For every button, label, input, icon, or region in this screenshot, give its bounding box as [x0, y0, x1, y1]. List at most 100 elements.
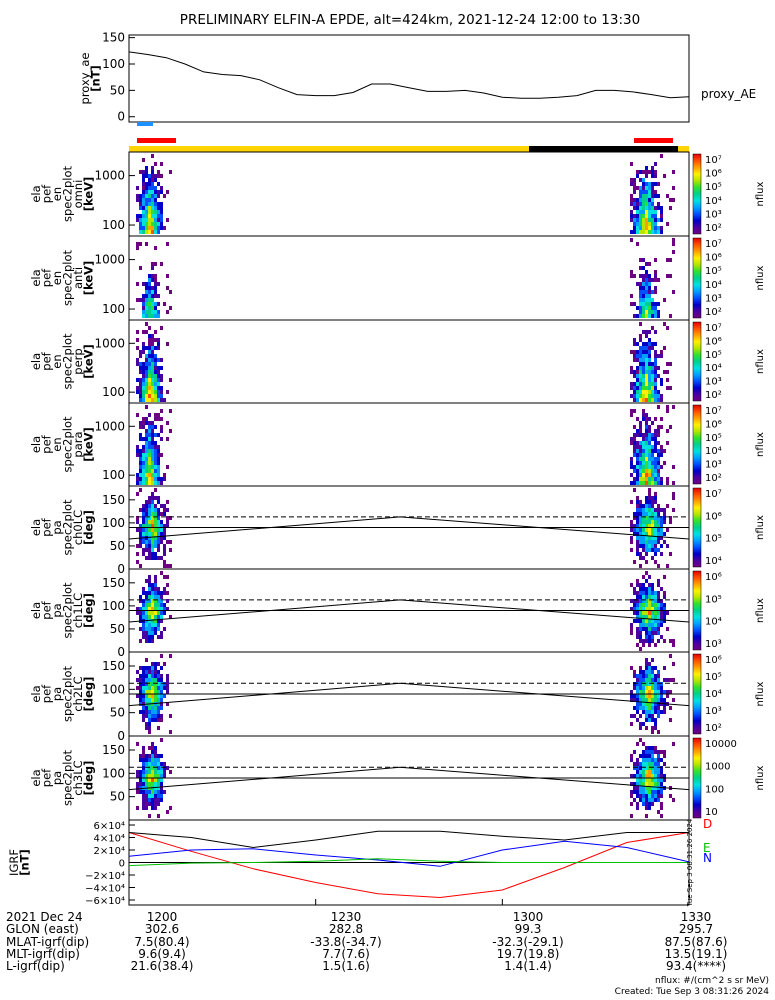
spectrogram-cell [148, 214, 151, 218]
footer-row-label: MLAT-igrf(dip) [6, 934, 90, 949]
spectrogram-cell [633, 425, 636, 429]
spectrogram-cell [142, 374, 145, 378]
spectrogram-cell [648, 575, 651, 579]
spectrogram-cell [645, 774, 648, 778]
spectrogram-cell [633, 394, 636, 398]
spectrogram-cell [633, 465, 636, 469]
spectrogram-cell [666, 627, 669, 631]
spectrogram-cell [642, 762, 645, 766]
spectrogram-cell [645, 512, 648, 516]
spectrogram-cell [666, 611, 669, 615]
spectrogram-cell [660, 758, 663, 762]
spectrogram-cell [160, 603, 163, 607]
spectrogram-cell [636, 350, 639, 354]
spectrogram-cell [642, 798, 645, 802]
spectrogram-cell [648, 330, 651, 334]
spectrogram-cell [639, 370, 642, 374]
spectrogram-cell [154, 528, 157, 532]
spectrogram-cell [666, 258, 669, 262]
spectrogram-cell [642, 627, 645, 631]
spectrogram-cell [148, 302, 151, 306]
spectrogram-cell [639, 206, 642, 210]
spectrogram-cell [163, 766, 166, 770]
spectrogram-cell [654, 302, 657, 306]
y-tick-label: 100 [102, 385, 125, 399]
y-axis-label-igrf: IGRF[nT] [7, 849, 32, 876]
spectrogram-cell [660, 210, 663, 214]
y-axis-label-line: [deg] [81, 677, 95, 712]
spectrogram-cell [163, 686, 166, 690]
spectrogram-cell [136, 770, 139, 774]
spectrogram-cell [651, 386, 654, 390]
spectrogram-cell [633, 611, 636, 615]
spectrogram-cell [136, 218, 139, 222]
spectrogram-cell [654, 390, 657, 394]
spectrogram-cell [142, 182, 145, 186]
spectrogram-cell [169, 516, 172, 520]
spectrogram-cell [142, 202, 145, 206]
y-axis-label-line: [deg] [81, 761, 95, 796]
spectrogram-cell [648, 488, 651, 492]
colorbar-tick-label: 10⁴ [705, 689, 722, 700]
spectrogram-cell [636, 445, 639, 449]
y-axis-label-line: spec2plot [60, 416, 74, 473]
spectrogram-cell [639, 226, 642, 230]
spectrogram-cell [633, 798, 636, 802]
spectrogram-cell [642, 603, 645, 607]
spectrogram-cell [642, 619, 645, 623]
spectrogram-cell [669, 706, 672, 710]
spectrogram-cell [645, 306, 648, 310]
spectrogram-cell [148, 425, 151, 429]
spectrogram-cell [651, 166, 654, 170]
spectrogram-cell [169, 429, 172, 433]
spectrogram-cell [630, 690, 633, 694]
spectrogram-cell [630, 294, 633, 298]
spectrogram-cell [145, 226, 148, 230]
spectrogram-cell [633, 670, 636, 674]
spectrogram-cell [145, 354, 148, 358]
spectrogram-cell [642, 802, 645, 806]
spectrogram-cell [669, 690, 672, 694]
spectrogram-cell [654, 342, 657, 346]
spectrogram-cell [157, 433, 160, 437]
spectrogram-cell [148, 627, 151, 631]
colorbar-tick-label: 10⁵ [705, 182, 722, 193]
spectrogram-cell [636, 202, 639, 206]
spectrogram-cell [151, 218, 154, 222]
spectrogram-cell [151, 437, 154, 441]
spectrogram-cell [657, 607, 660, 611]
spectrogram-cell [151, 544, 154, 548]
spectrogram-cell [645, 714, 648, 718]
spectrogram-cell [142, 370, 145, 374]
spectrogram-cell [154, 678, 157, 682]
spectrogram-cell [654, 274, 657, 278]
spectrogram-cell [633, 790, 636, 794]
colorbar-tick-label: 10000 [705, 739, 737, 750]
spectrogram-cell [645, 790, 648, 794]
spectrogram-cell [136, 492, 139, 496]
spectrogram-cell [660, 382, 663, 386]
spectrogram-cell [151, 635, 154, 639]
spectrogram-cell [154, 583, 157, 587]
spectrogram-cell [633, 599, 636, 603]
spectrogram-cell [636, 198, 639, 202]
spectrogram-cell [645, 366, 648, 370]
spectrogram-cell [148, 294, 151, 298]
spectrogram-cell [142, 230, 145, 234]
colorbar-tick-label: 1000 [705, 762, 730, 773]
spectrogram-cell [642, 202, 645, 206]
spectrogram-cell [639, 690, 642, 694]
spectrogram-cell [660, 782, 663, 786]
spectrogram-cell [654, 350, 657, 354]
spectrogram-cell [142, 342, 145, 346]
spectrogram-cell [630, 409, 633, 413]
spectrogram-cell [148, 758, 151, 762]
spectrogram-cell [145, 294, 148, 298]
spectrogram-cell [142, 770, 145, 774]
y-axis-label-proxy-ae: proxy_ae[nT] [78, 53, 103, 105]
spectrogram-cell [145, 286, 148, 290]
spectrogram-cell [669, 639, 672, 643]
spectrogram-cell [660, 774, 663, 778]
spectrogram-cell [642, 754, 645, 758]
spectrogram-cell [157, 457, 160, 461]
